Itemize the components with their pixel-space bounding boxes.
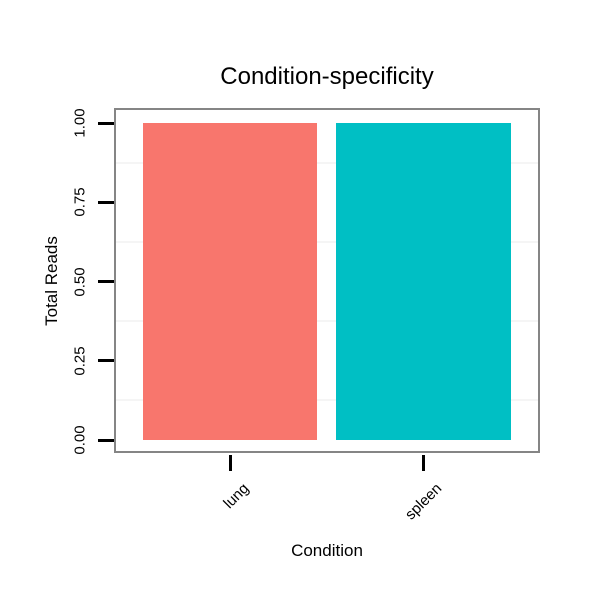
y-axis-title: Total Reads [42, 236, 61, 326]
y-tick [98, 359, 114, 363]
y-tick-label-0.75: 0.75 [71, 187, 89, 217]
x-tick-label-spleen: spleen [402, 480, 446, 524]
minor-gridline [116, 320, 538, 323]
x-tick [422, 455, 425, 471]
gridlines-layer [116, 110, 538, 451]
y-tick-label-0.25: 0.25 [71, 346, 89, 376]
x-tick [228, 455, 232, 471]
y-tick [98, 438, 114, 442]
x-tick-label-lung: lung [219, 480, 253, 513]
minor-gridline [116, 399, 538, 402]
bars-layer [116, 110, 538, 451]
y-tick-label-0.50: 0.50 [71, 266, 89, 297]
bar-spleen [336, 123, 511, 440]
minor-gridline [116, 161, 538, 164]
bar-lung [143, 123, 317, 440]
y-tick [98, 121, 114, 125]
minor-gridline [116, 240, 538, 243]
y-tick-label-0.00: 0.00 [71, 425, 89, 455]
y-tick-label-1.00: 1.00 [71, 108, 89, 138]
plot-panel [114, 108, 540, 453]
chart-title: Condition-specificity [220, 63, 434, 90]
y-tick [98, 200, 114, 204]
x-axis-title: Condition [291, 541, 363, 560]
y-tick [98, 280, 114, 283]
